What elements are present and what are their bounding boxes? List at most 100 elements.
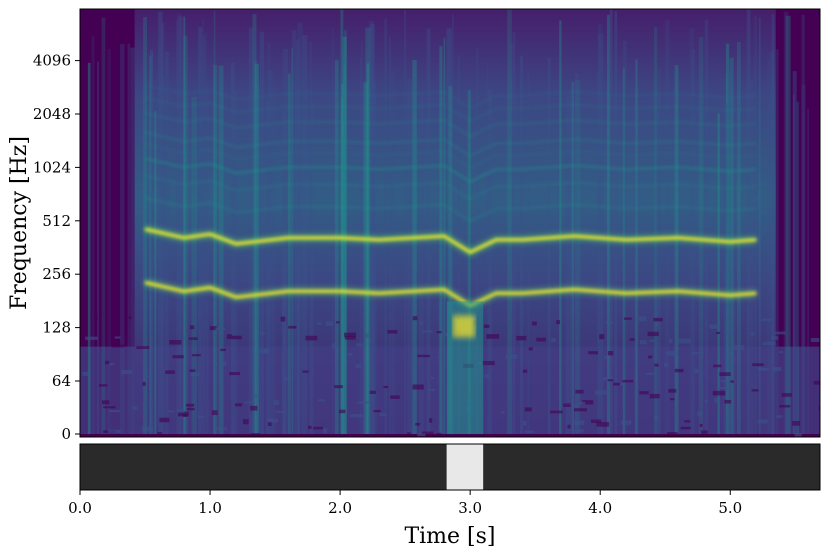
spectral-striation [404, 9, 407, 434]
noise-speckle [428, 388, 436, 391]
harmonic-overtone [144, 83, 757, 110]
spectral-striation [154, 111, 157, 435]
noise-speckle [607, 351, 614, 356]
y-tick-label: 64 [52, 372, 71, 390]
spectral-striation [267, 70, 273, 434]
spectral-striation [440, 91, 445, 434]
spectral-striation [233, 90, 238, 435]
spectral-striation [746, 9, 751, 435]
spectral-striation [512, 32, 516, 435]
noise-speckle [528, 347, 533, 351]
spectral-striation [150, 49, 153, 435]
spectral-striation [426, 28, 431, 435]
spectral-striation [176, 20, 178, 434]
spectral-striation [547, 57, 551, 434]
harmonic-overtone [144, 143, 757, 169]
noise-speckle [779, 404, 791, 408]
spectrogram-panel [79, 8, 821, 438]
noise-speckle [82, 372, 89, 376]
noise-speckle [524, 430, 534, 433]
noise-speckle [588, 351, 599, 355]
noise-speckle [501, 410, 505, 414]
noise-speckle [781, 393, 792, 397]
noise-speckle [165, 370, 175, 374]
noise-speckle [618, 382, 624, 386]
spectral-striation [438, 113, 442, 434]
noise-speckle [186, 407, 195, 411]
spectral-striation [467, 90, 471, 435]
noise-speckle [260, 332, 265, 336]
noise-speckle [709, 324, 721, 329]
noise-speckle [599, 334, 605, 340]
spectral-striation [558, 109, 561, 434]
noise-speckle [103, 406, 116, 409]
spectral-striation [192, 91, 196, 435]
noise-speckle [222, 361, 227, 366]
noise-speckle [750, 332, 755, 336]
spectral-striation [252, 14, 257, 435]
spectral-striation [259, 31, 265, 435]
noise-speckle [792, 420, 801, 426]
noise-speckle [639, 340, 647, 345]
noise-speckle [622, 379, 634, 383]
noise-speckle [198, 415, 205, 419]
noise-speckle [177, 409, 185, 413]
spectral-striation [365, 27, 371, 434]
spectral-striation [343, 30, 347, 435]
spectrogram-content [80, 9, 820, 437]
noise-speckle [647, 331, 659, 337]
noise-speckle [649, 393, 660, 399]
spectral-striation [653, 26, 658, 434]
spectral-striation [254, 60, 259, 435]
noise-speckle [556, 320, 561, 325]
noise-speckle [639, 391, 649, 395]
spectral-striation [574, 72, 579, 435]
noise-speckle [623, 317, 632, 320]
spectral-striation [252, 82, 258, 434]
noise-speckle [190, 325, 195, 330]
spectral-striation [476, 46, 479, 435]
noise-speckle [421, 330, 433, 333]
spectral-striation [488, 89, 492, 434]
spectral-striation [230, 62, 235, 435]
noise-speckle [273, 400, 280, 406]
noise-speckle [670, 398, 675, 401]
spectral-striation [635, 59, 638, 435]
spectral-striation [287, 73, 291, 435]
noise-speckle [331, 343, 335, 348]
spectral-striation [197, 27, 203, 434]
spectral-striation [91, 35, 95, 434]
spectral-striation [698, 37, 704, 434]
noise-speckle [811, 342, 820, 346]
noise-speckle [563, 403, 571, 407]
y-tick-label: 1024 [33, 158, 71, 176]
noise-speckle [716, 331, 721, 334]
spectral-striation [689, 27, 694, 434]
noise-speckle [603, 356, 608, 359]
noise-speckle [390, 395, 400, 399]
spectral-striation [452, 14, 454, 434]
noise-speckle [369, 390, 376, 394]
noise-speckle [484, 374, 490, 379]
spectral-striation [388, 36, 391, 434]
noise-speckle [136, 346, 150, 350]
noise-speckle [522, 420, 527, 426]
noise-speckle [317, 399, 325, 402]
spectral-striation [507, 9, 512, 435]
spectral-striation [340, 97, 344, 434]
noise-speckle [730, 380, 735, 383]
spectral-striation [370, 24, 375, 434]
noise-speckle [436, 432, 442, 437]
spectral-striation [271, 86, 276, 434]
spectral-striation [341, 83, 344, 434]
noise-speckle [714, 398, 719, 403]
spectral-striation [717, 113, 720, 434]
x-tick-label: 2.0 [328, 499, 352, 517]
noise-speckle [283, 377, 292, 381]
spectral-striation [146, 79, 149, 434]
spectral-striation [654, 91, 661, 434]
noise-speckle [323, 428, 327, 434]
noise-speckle [761, 318, 772, 322]
spectral-striation [769, 51, 775, 434]
spectral-striation [391, 70, 396, 434]
